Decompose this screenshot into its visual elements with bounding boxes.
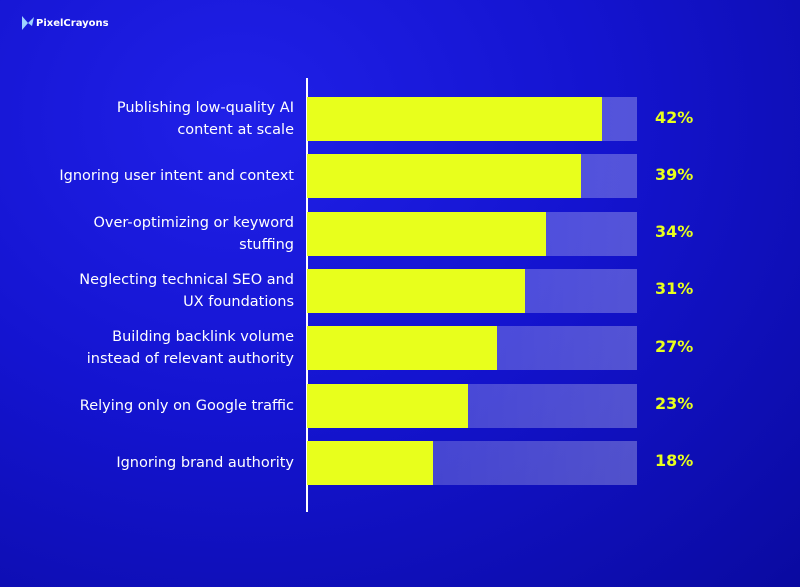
brand-name: PixelCrayons (36, 17, 109, 29)
value-label: 42% (655, 107, 694, 127)
category-label: Building backlink volume instead of rele… (86, 329, 294, 368)
category-label: Ignoring user intent and context (59, 168, 294, 185)
axis-line (306, 78, 308, 512)
category-label: Publishing low-quality AI content at sca… (116, 100, 294, 138)
logo-icon (22, 16, 34, 30)
bar (307, 326, 497, 371)
category-label: Over-optimizing or keyword stuffing (93, 214, 294, 253)
bar (307, 97, 602, 141)
bar (307, 211, 546, 256)
bar (307, 268, 525, 313)
category-label: Relying only on Google traffic (79, 397, 294, 414)
value-label: 34% (655, 222, 694, 242)
bar (307, 154, 581, 199)
value-label: 31% (655, 279, 694, 299)
value-label: 18% (655, 451, 694, 471)
bar (307, 440, 434, 485)
category-label: Neglecting technical SEO and UX foundati… (79, 271, 294, 310)
brand: PixelCrayons (20, 14, 109, 32)
value-label: 39% (655, 164, 694, 184)
bar (307, 383, 469, 428)
value-label: 27% (655, 336, 694, 356)
category-label: Ignoring brand authority (116, 454, 294, 471)
value-label: 23% (655, 394, 694, 413)
